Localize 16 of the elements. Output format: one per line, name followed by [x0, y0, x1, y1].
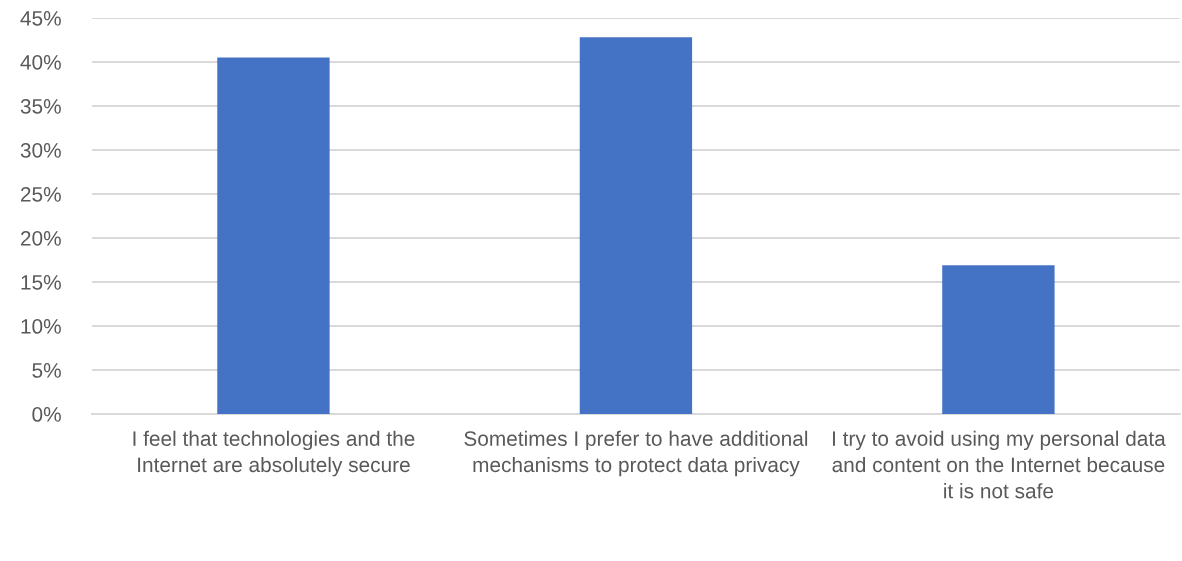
bar	[942, 265, 1055, 415]
y-tick-label: 40%	[20, 54, 61, 70]
y-tick-label: 20%	[20, 230, 61, 246]
y-tick-label: 0%	[32, 407, 61, 422]
bar	[579, 37, 693, 415]
y-tick-label: 25%	[20, 186, 61, 202]
x-tick-label: I feel that technologies and the Internet are absolutely secure	[133, 430, 415, 477]
x-tick-label: I try to avoid using my personal data and content on the Internet because it is not safe	[832, 430, 1166, 499]
y-tick-label: 45%	[20, 11, 61, 26]
y-tick-label: 15%	[21, 275, 61, 290]
y-tick-label: 5%	[32, 363, 61, 378]
y-tick-label: 10%	[21, 319, 61, 334]
y-tick-label: 30%	[20, 142, 61, 158]
y-tick-label: 35%	[20, 98, 61, 114]
bar	[217, 57, 330, 415]
x-tick-label: Sometimes I prefer to have additional mechanisms to protect data privacy	[464, 430, 808, 477]
